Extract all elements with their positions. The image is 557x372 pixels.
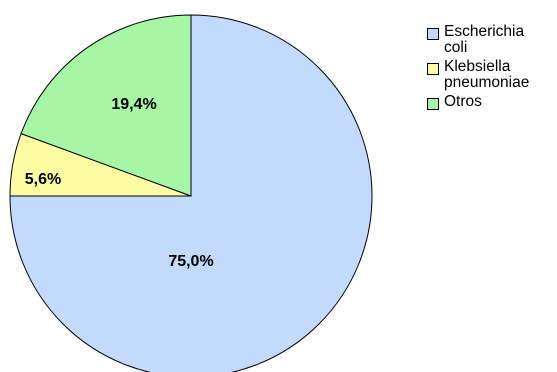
legend-swatch-escherichia-coli [427,28,439,40]
slice-label-escherichia-coli: 75,0% [168,253,213,270]
slice-label-otros: 19,4% [111,96,156,113]
slice-label-klebsiella-pneumoniae: 5,6% [25,171,61,188]
legend-item-klebsiella-pneumoniae: Klebsiella pneumoniae [427,59,529,91]
legend-label-klebsiella-pneumoniae: Klebsiella pneumoniae [444,58,530,91]
legend-label-otros: Otros [444,93,482,110]
legend-label-escherichia-coli: Escherichia coli [444,23,525,56]
pie-slice-escherichia-coli [9,14,373,372]
legend-item-escherichia-coli: Escherichia coli [427,24,529,56]
pie-slice-otros [20,14,192,197]
legend-swatch-klebsiella-pneumoniae [427,63,439,75]
legend-item-otros: Otros [427,94,529,110]
legend-swatch-otros [427,98,439,110]
pie-slices [9,14,373,372]
legend: Escherichia coli Klebsiella pneumoniae O… [427,24,529,113]
pie-slice-labels: 75,0% 5,6% 19,4% [25,96,214,270]
